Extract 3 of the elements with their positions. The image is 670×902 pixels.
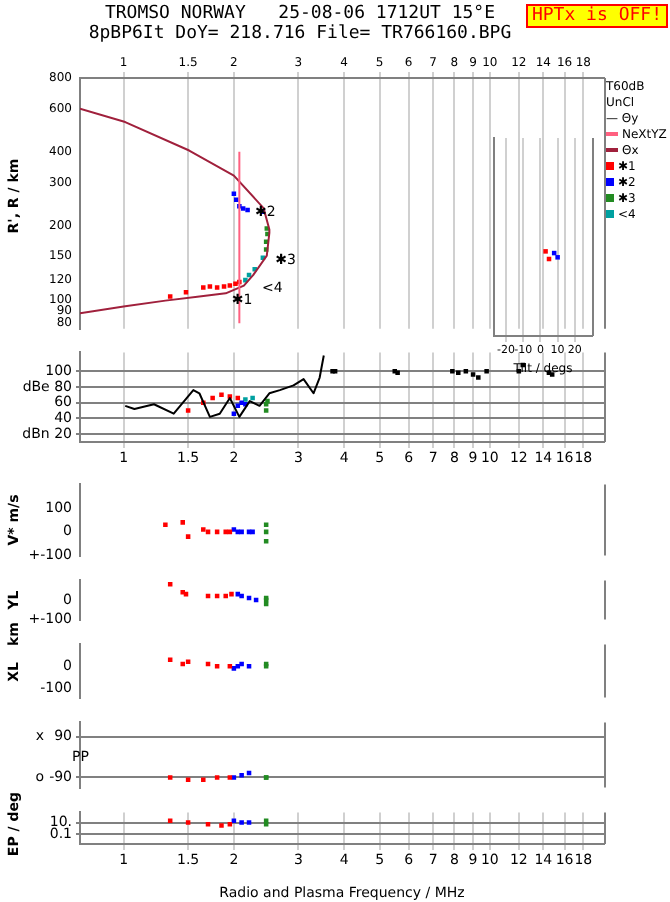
text: HPTx is OFF! (525, 4, 668, 28)
chart-subtitle: 8pBP6It DoY= 218.716 File= TR766160.BPG (86, 24, 514, 44)
chart-title: TROMSO NORWAY 25-08-06 1712UT 15°E (104, 4, 496, 24)
